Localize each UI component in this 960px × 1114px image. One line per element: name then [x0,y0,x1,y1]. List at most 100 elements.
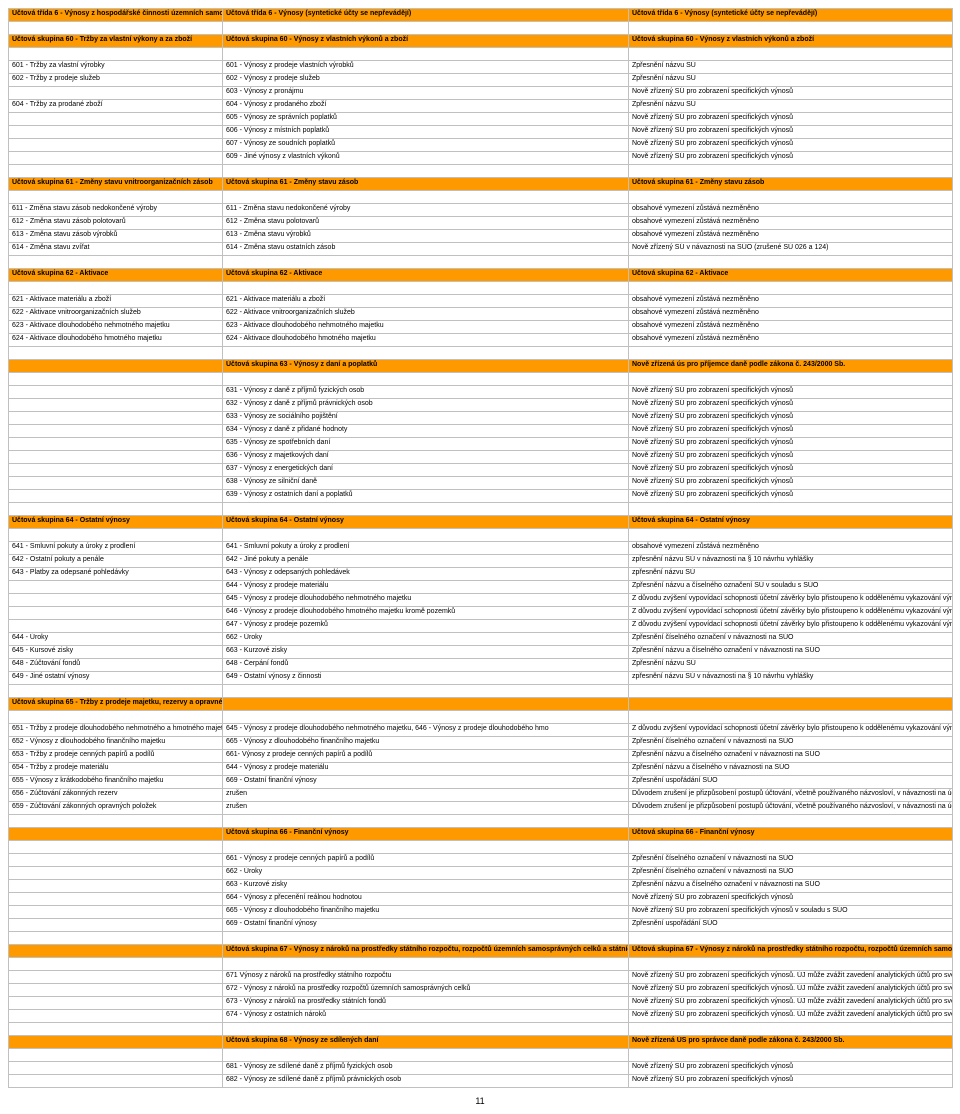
cell [9,971,223,984]
cell: Zpřesnění názvu SÚ [629,74,953,87]
table-row: 613 - Změna stavu zásob výrobků613 - Změ… [9,230,953,243]
cell: Účtová skupina 60 - Výnosy z vlastních v… [629,35,953,48]
cell: 665 - Výnosy z dlouhodobého finančního m… [223,906,629,919]
cell [9,841,223,854]
cell: Nově zřízený SÚ pro zobrazení specifický… [629,113,953,126]
table-row: 674 - Výnosy z ostatních nárokůNově zříz… [9,1010,953,1023]
cell: Nově zřízený SÚ pro zobrazení specifický… [629,906,953,919]
cell: Zpřesnění názvu SÚ [629,659,953,672]
cell [223,958,629,971]
cell: Účtová skupina 66 - Finanční výnosy [629,828,953,841]
table-row: 656 - Zúčtování zákonných rezervzrušenDů… [9,789,953,802]
cell: 663 - Kurzové zisky [223,646,629,659]
cell: Nově zřízený SÚ pro zobrazení specifický… [629,1075,953,1088]
table-row: 638 - Výnosy ze silniční daněNově zřízen… [9,477,953,490]
cell: 645 - Výnosy z prodeje dlouhodobého nehm… [223,724,629,737]
table-row: 611 - Změna stavu zásob nedokončené výro… [9,204,953,217]
cell: Zpřesnění názvu a číselného označení v n… [629,880,953,893]
cell: 674 - Výnosy z ostatních nároků [223,1010,629,1023]
cell: Z důvodu zvýšení vypovídací schopnosti ú… [629,620,953,633]
cell [9,880,223,893]
table-row [9,256,953,269]
cell: 621 - Aktivace materiálu a zboží [9,295,223,308]
table-row [9,503,953,516]
cell: zpřesnění názvu SÚ [629,568,953,581]
table-row [9,529,953,542]
cell: Zpřesnění číselného označení v návaznost… [629,854,953,867]
cell: 645 - Výnosy z prodeje dlouhodobého nehm… [223,594,629,607]
table-row: 631 - Výnosy z daně z příjmů fyzických o… [9,386,953,399]
cell: 604 - Tržby za prodané zboží [9,100,223,113]
cell [9,854,223,867]
cell [629,22,953,35]
cell: obsahové vymezení zůstává nezměněno [629,321,953,334]
cell: 602 - Výnosy z prodeje služeb [223,74,629,87]
cell: zpřesnění názvu SÚ v návaznosti na § 10 … [629,672,953,685]
table-row: 671 Výnosy z nároků na prostředky státní… [9,971,953,984]
cell [9,373,223,386]
cell [9,620,223,633]
table-row: 672 - Výnosy z nároků na prostředky rozp… [9,984,953,997]
cell [9,919,223,932]
cell: 648 - Zúčtování fondů [9,659,223,672]
cell: Zpřesnění názvu a číselného v návaznosti… [629,763,953,776]
cell: Účtová skupina 60 - Tržby za vlastní výk… [9,35,223,48]
cell: 632 - Výnosy z daně z příjmů právnických… [223,399,629,412]
table-row: Účtová skupina 67 - Výnosy z nároků na p… [9,945,953,958]
table-row [9,191,953,204]
cell: 636 - Výnosy z majetkových daní [223,451,629,464]
cell [629,815,953,828]
cell [9,412,223,425]
cell [629,711,953,724]
cell [223,685,629,698]
table-row: 602 - Tržby z prodeje služeb602 - Výnosy… [9,74,953,87]
cell: Účtová skupina 65 - Tržby z prodeje maje… [9,698,223,711]
cell [9,958,223,971]
cell: 661 - Výnosy z prodeje cenných papírů a … [223,854,629,867]
table-row [9,347,953,360]
cell: Účtová skupina 68 - Výnosy ze sdílených … [223,1036,629,1049]
cell: obsahové vymezení zůstává nezměněno [629,217,953,230]
table-row: Účtová třída 6 - Výnosy z hospodářské či… [9,9,953,22]
cell: Účtová skupina 64 - Ostatní výnosy [223,516,629,529]
cell: Nově zřízený SÚ pro zobrazení specifický… [629,412,953,425]
cell: 647 - Výnosy z prodeje pozemků [223,620,629,633]
cell: Nově zřízený SÚ pro zobrazení specifický… [629,399,953,412]
cell: 671 Výnosy z nároků na prostředky státní… [223,971,629,984]
cell: obsahové vymezení zůstává nezměněno [629,542,953,555]
cell: 601 - Tržby za vlastní výrobky [9,61,223,74]
cell [9,1075,223,1088]
cell: 634 - Výnosy z daně z přidané hodnoty [223,425,629,438]
table-row: 652 - Výnosy z dlouhodobého finančního m… [9,737,953,750]
table-row [9,685,953,698]
cell [629,282,953,295]
table-row [9,958,953,971]
cell: 622 - Aktivace vnitroorganizačních služe… [223,308,629,321]
table-row: 637 - Výnosy z energetických daníNově zř… [9,464,953,477]
table-row: 645 - Výnosy z prodeje dlouhodobého nehm… [9,594,953,607]
cell [629,958,953,971]
cell [629,529,953,542]
table-row: 659 - Zúčtování zákonných opravných polo… [9,802,953,815]
cell: 638 - Výnosy ze silniční daně [223,477,629,490]
table-row: 623 - Aktivace dlouhodobého nehmotného m… [9,321,953,334]
cell: Účtová skupina 61 - Změny stavu vnitroor… [9,178,223,191]
cell: 643 - Výnosy z odepsaných pohledávek [223,568,629,581]
table-row: 649 - Jiné ostatní výnosy649 - Ostatní v… [9,672,953,685]
table-row: 663 - Kurzové ziskyZpřesnění názvu a čís… [9,880,953,893]
cell [9,685,223,698]
table-row [9,711,953,724]
cell [9,139,223,152]
cell: Nově zřízený SÚ pro zobrazení specifický… [629,1062,953,1075]
cell: Zpřesnění číselného označení v návaznost… [629,867,953,880]
cell [9,451,223,464]
cell: Nově zřízený SÚ pro zobrazení specifický… [629,451,953,464]
cell: Zpřesnění názvu a číselného označení SÚ … [629,581,953,594]
table-row: 661 - Výnosy z prodeje cenných papírů a … [9,854,953,867]
cell [9,997,223,1010]
table-row: 647 - Výnosy z prodeje pozemkůZ důvodu z… [9,620,953,633]
cell [9,906,223,919]
cell [9,87,223,100]
cell [9,113,223,126]
cell: obsahové vymezení zůstává nezměněno [629,295,953,308]
